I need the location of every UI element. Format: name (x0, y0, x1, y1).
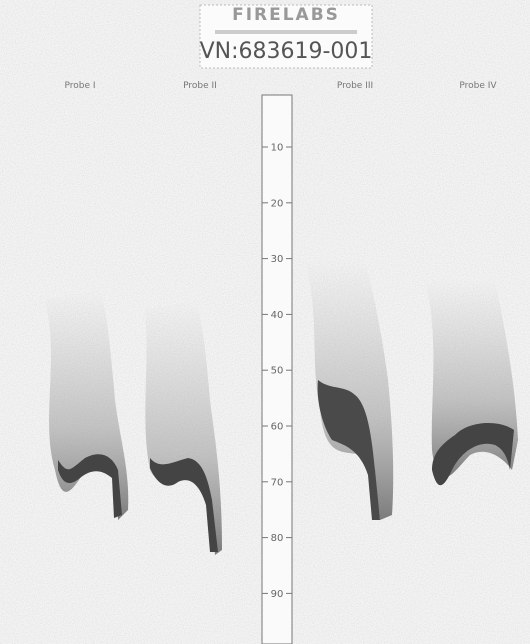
header-box (199, 4, 373, 69)
probe-label: Probe III (337, 81, 373, 91)
ruler-label: 60 (271, 422, 284, 433)
header-title: FIRELABS (232, 5, 340, 25)
ruler-label: 50 (271, 366, 284, 377)
ruler-label: 40 (271, 310, 284, 321)
ruler (261, 94, 293, 644)
ruler-label: 30 (271, 254, 284, 265)
ruler-ticks: 10 20 30 40 50 60 70 80 90 (262, 143, 292, 600)
header-fineprint (215, 30, 357, 34)
burn-patterns (45, 260, 518, 555)
ruler-label: 10 (271, 143, 284, 154)
ruler-label: 20 (271, 198, 284, 209)
ruler-label: 70 (271, 477, 284, 488)
probe-label: Probe I (64, 81, 95, 91)
probe-labels: Probe I Probe II Probe III Probe IV (64, 81, 497, 91)
ruler-label: 90 (271, 589, 284, 600)
header-id: VN:683619-001 (200, 39, 373, 64)
probe-label: Probe II (183, 81, 217, 91)
ruler-label: 80 (271, 533, 284, 544)
probe-label: Probe IV (459, 81, 497, 91)
